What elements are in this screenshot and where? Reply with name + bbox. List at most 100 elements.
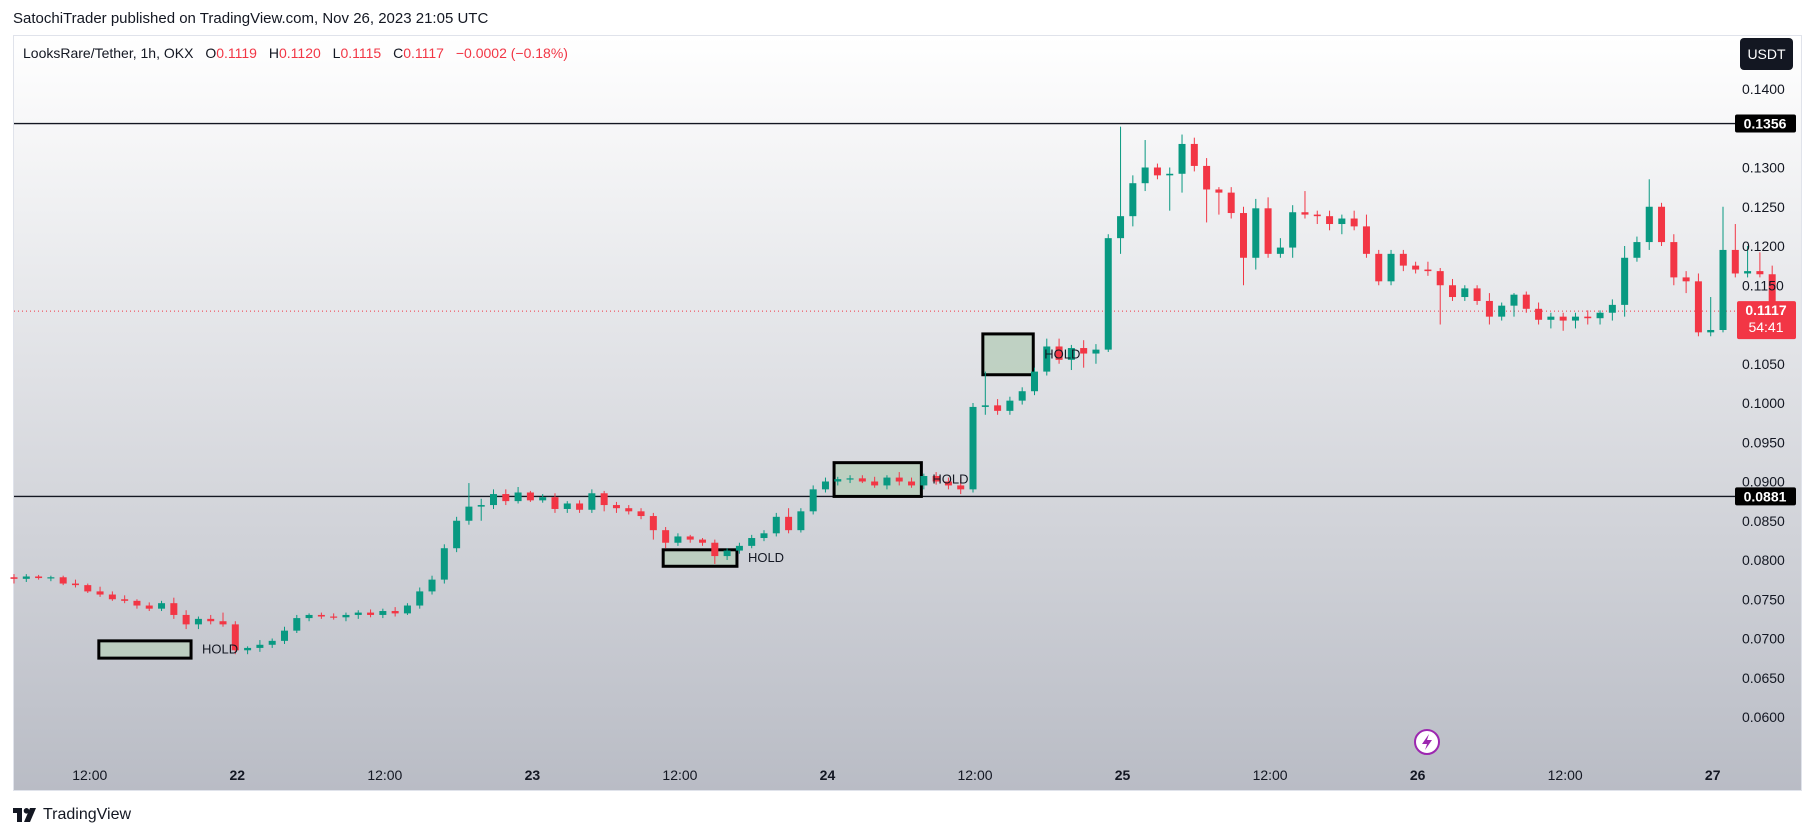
candle-body (477, 505, 485, 507)
candle (1264, 197, 1272, 258)
x-tick-label: 12:00 (957, 767, 992, 783)
candle-body (944, 481, 952, 486)
open-label: O (205, 45, 217, 61)
candle-body (1313, 214, 1321, 217)
candle (748, 534, 756, 549)
candle-body (1289, 212, 1297, 248)
candle-body (981, 405, 989, 407)
candle (1006, 396, 1014, 415)
candle (514, 486, 522, 504)
candle-body (280, 630, 288, 641)
last-price-tag (1737, 301, 1796, 340)
candle (1596, 310, 1604, 325)
candle (1719, 206, 1727, 333)
candle-body (539, 497, 547, 501)
candle (293, 614, 301, 634)
candle-body (1412, 265, 1420, 270)
hold-zone-box[interactable] (661, 548, 739, 568)
candle-body (194, 618, 202, 625)
lightning-icon[interactable] (1414, 729, 1440, 755)
candle (994, 399, 1002, 415)
candle-body (440, 548, 448, 580)
symbol-name[interactable]: LooksRare/Tether, 1h, OKX (23, 45, 194, 61)
hold-zone-box[interactable] (981, 332, 1035, 377)
candle-body (1350, 218, 1358, 227)
level-price-tag (1735, 487, 1796, 506)
candle (821, 477, 829, 493)
candle-body (1461, 288, 1469, 298)
candle-body (576, 503, 584, 510)
candle (1030, 367, 1038, 396)
candle-body (1436, 271, 1444, 286)
candle-body (1559, 316, 1567, 321)
candle (957, 477, 965, 495)
candle (342, 612, 350, 622)
x-tick-label: 12:00 (1253, 767, 1288, 783)
candle (1436, 267, 1444, 325)
candle-body (834, 479, 842, 482)
candle (526, 490, 534, 502)
candle (96, 586, 104, 597)
candle-body (908, 481, 916, 486)
candle-body (1067, 348, 1075, 360)
candle-body (1756, 271, 1764, 275)
candle-body (502, 494, 510, 502)
candle-body (1694, 281, 1702, 333)
hold-zone-label: HOLD (748, 550, 784, 565)
currency-button[interactable]: USDT (1740, 38, 1793, 70)
high-value: 0.1120 (278, 45, 321, 61)
candle (662, 527, 670, 549)
candle-body (465, 506, 473, 521)
candle-body (293, 618, 301, 631)
hold-zone-box[interactable] (97, 639, 193, 660)
candle (1658, 202, 1666, 246)
close-value: 0.1117 (403, 45, 444, 61)
high-label: H (268, 45, 279, 61)
candle (576, 500, 584, 513)
candle (920, 473, 928, 490)
candle (268, 638, 276, 648)
candle (1670, 234, 1678, 286)
candle-body (1485, 300, 1493, 317)
candle (59, 575, 67, 586)
y-tick-label: 0.1050 (1742, 356, 1785, 372)
y-tick-label: 0.1150 (1742, 277, 1784, 293)
candle-body (514, 492, 522, 502)
candle-body (1043, 346, 1051, 372)
candle (686, 534, 694, 543)
candle (416, 587, 424, 609)
candle-body (330, 616, 338, 618)
candle (1522, 291, 1530, 313)
candle-body (748, 538, 756, 546)
candle (108, 591, 116, 601)
candle-body (1707, 329, 1715, 333)
candle (1252, 198, 1260, 270)
candle (1338, 214, 1346, 235)
level-price-label: 0.1356 (1744, 116, 1787, 132)
candle (1129, 175, 1137, 227)
candle-body (96, 591, 104, 595)
candle (354, 610, 362, 619)
candle-body (1608, 304, 1616, 313)
candle (1535, 302, 1543, 325)
candle-body (1264, 208, 1272, 254)
y-tick-label: 0.0650 (1742, 670, 1785, 686)
candle (1190, 137, 1198, 172)
candle-body (551, 497, 559, 509)
candle-body (1153, 167, 1161, 176)
candle-body (797, 511, 805, 531)
candle (1326, 210, 1334, 231)
candle (35, 574, 43, 580)
candle (133, 599, 141, 609)
candle (330, 613, 338, 620)
candle-body (416, 591, 424, 606)
candle-body (1326, 216, 1334, 225)
candle (723, 548, 731, 560)
tradingview-logo[interactable]: TradingView (13, 806, 131, 824)
candle-body (871, 481, 879, 486)
candle (1621, 246, 1629, 317)
candle-body (883, 477, 891, 486)
candle (1756, 252, 1764, 278)
candle-body (1301, 212, 1309, 215)
